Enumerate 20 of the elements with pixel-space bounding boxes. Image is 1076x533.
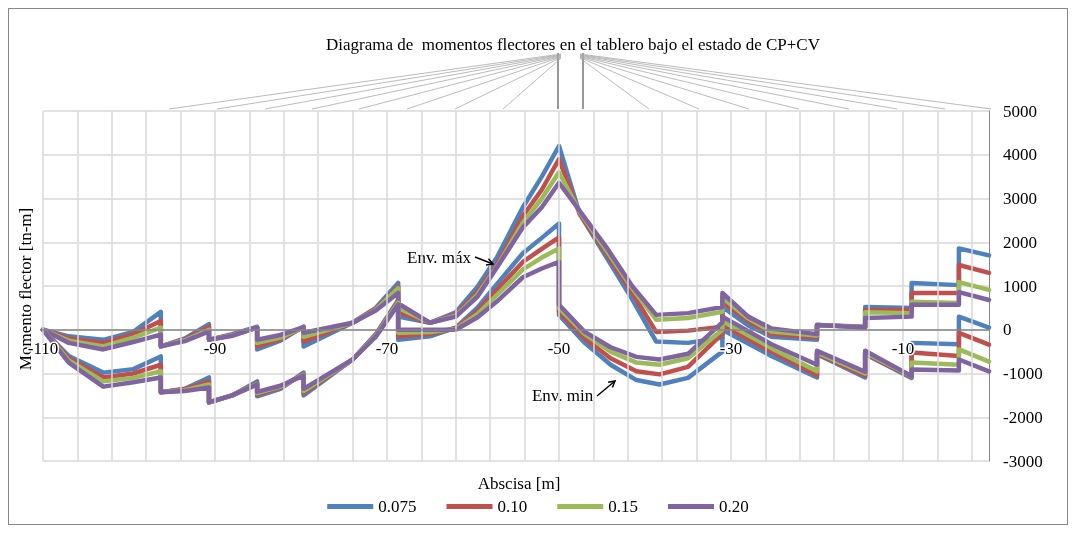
y-tick-label: -2000	[1003, 407, 1043, 427]
annotation: Env. min	[531, 386, 594, 406]
x-tick-label: -90	[203, 338, 227, 358]
y-tick-label: 1000	[1003, 276, 1037, 296]
x-tick-label: -50	[547, 338, 571, 358]
y-tick-label: -1000	[1003, 364, 1043, 383]
y-tick-label: 4000	[1003, 145, 1037, 165]
legend-label: 0.15	[608, 497, 638, 516]
annotation: Env. máx	[407, 247, 472, 267]
x-tick-label: -70	[375, 338, 399, 358]
y-tick-label: 3000	[1003, 189, 1037, 208]
legend-label: 0.075	[378, 497, 417, 516]
y-tick-label: 2000	[1003, 232, 1037, 252]
y-tick-label: -3000	[1003, 451, 1043, 471]
legend-label: 0.10	[497, 497, 528, 516]
chart-title: Diagrama de momentos flectores en el tablero bajo el estado de CP+CV	[326, 35, 821, 54]
x-axis-title: Abscisa [m]	[477, 474, 561, 493]
y-tick-label: 5000	[1003, 101, 1037, 121]
legend-label: 0.20	[719, 497, 749, 516]
y-tick-label: 0	[1003, 320, 1012, 340]
